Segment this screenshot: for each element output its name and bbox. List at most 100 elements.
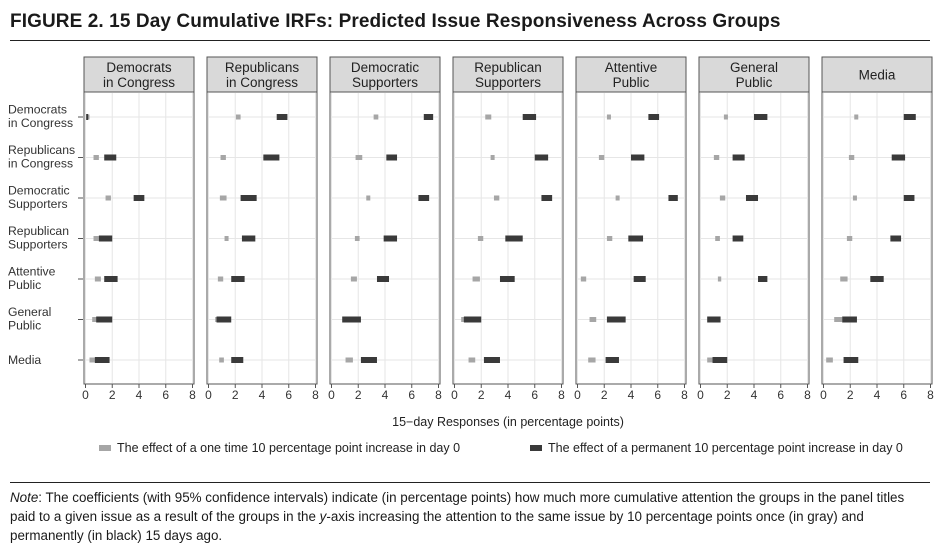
interval-s0-r3-p4 bbox=[606, 236, 613, 241]
x-tick-label-6-2: 2 bbox=[847, 388, 854, 402]
x-tick-label-2-8: 8 bbox=[435, 388, 442, 402]
interval-s1-r5-p2 bbox=[342, 316, 361, 323]
interval-s1-r0-p4 bbox=[648, 114, 660, 120]
row-label-0: Democrats in Congress bbox=[8, 103, 73, 131]
interval-s1-r2-p6 bbox=[903, 195, 915, 201]
x-tick-label-0-2: 2 bbox=[109, 388, 116, 402]
row-label-6: Media bbox=[8, 353, 41, 367]
panel-5 bbox=[698, 56, 810, 385]
interval-s1-r1-p6 bbox=[891, 154, 906, 161]
panel-header-0 bbox=[83, 56, 195, 93]
interval-s0-r2-p4 bbox=[615, 195, 620, 201]
interval-s0-r3-p3 bbox=[477, 236, 484, 241]
interval-s1-r6-p4 bbox=[605, 357, 619, 363]
x-tick-label-2-0: 0 bbox=[328, 388, 335, 402]
panel-title-1: Republicans in Congress bbox=[225, 60, 300, 90]
x-tick-label-3-6: 6 bbox=[531, 388, 538, 402]
note-label: Note bbox=[10, 490, 39, 505]
interval-s0-r2-p6 bbox=[852, 195, 857, 201]
x-tick-label-1-4: 4 bbox=[259, 388, 266, 402]
interval-s0-r4-p0 bbox=[94, 276, 101, 282]
interval-s0-r3-p1 bbox=[224, 236, 229, 241]
row-label-2: Democratic Supporters bbox=[8, 184, 70, 212]
interval-s0-r3-p5 bbox=[715, 236, 720, 241]
row-label-1: Republicans in Congress bbox=[8, 143, 75, 171]
panel-title-2: Democratic Supporters bbox=[351, 60, 420, 90]
x-tick-label-0-4: 4 bbox=[136, 388, 143, 402]
interval-s0-r6-p5 bbox=[707, 357, 714, 363]
x-tick-label-1-0: 0 bbox=[205, 388, 212, 402]
panel-header-1 bbox=[206, 56, 318, 93]
legend-swatch-0 bbox=[99, 445, 111, 451]
interval-s1-r6-p2 bbox=[360, 357, 377, 363]
row-label-5: General Public bbox=[8, 305, 51, 333]
interval-s1-r3-p1 bbox=[241, 235, 256, 242]
note-text-2: -axis increasing the attention to the sa… bbox=[10, 509, 864, 543]
row-label-3: Republican Supporters bbox=[8, 224, 69, 252]
panel-title-0: Democrats in Congress bbox=[103, 60, 175, 90]
x-tick-label-4-0: 0 bbox=[574, 388, 581, 402]
note-italic: y bbox=[319, 509, 327, 524]
interval-s0-r0-p3 bbox=[485, 114, 492, 120]
interval-s0-r0-p0 bbox=[87, 114, 90, 120]
interval-s1-r4-p0 bbox=[104, 276, 118, 282]
interval-s1-r2-p0 bbox=[133, 195, 145, 201]
x-tick-label-3-0: 0 bbox=[451, 388, 458, 402]
interval-s0-r5-p4 bbox=[589, 317, 597, 322]
interval-s0-r0-p4 bbox=[606, 114, 611, 120]
interval-s1-r0-p0 bbox=[86, 114, 89, 120]
interval-s1-r1-p5 bbox=[732, 154, 745, 161]
figure-title: FIGURE 2. 15 Day Cumulative IRFs: Predic… bbox=[10, 11, 781, 32]
interval-s0-r6-p4 bbox=[588, 357, 596, 363]
x-tick-label-4-8: 8 bbox=[681, 388, 688, 402]
interval-s0-r2-p0 bbox=[105, 195, 111, 201]
interval-s1-r3-p6 bbox=[890, 235, 902, 242]
x-tick-label-2-4: 4 bbox=[382, 388, 389, 402]
interval-s1-r4-p5 bbox=[758, 276, 768, 282]
x-tick-label-5-8: 8 bbox=[804, 388, 811, 402]
interval-s1-r0-p1 bbox=[276, 114, 288, 120]
interval-s0-r6-p6 bbox=[826, 357, 833, 363]
figure-note: Note: The coefficients (with 95% confide… bbox=[10, 482, 930, 545]
interval-s1-r0-p5 bbox=[754, 114, 768, 120]
interval-s1-r6-p3 bbox=[483, 357, 500, 363]
interval-s0-r3-p0 bbox=[93, 236, 99, 241]
interval-s0-r1-p5 bbox=[713, 155, 720, 160]
interval-s1-r6-p5 bbox=[712, 357, 728, 363]
interval-s1-r3-p3 bbox=[505, 235, 523, 242]
x-tick-label-5-2: 2 bbox=[724, 388, 731, 402]
interval-s1-r2-p5 bbox=[745, 195, 759, 201]
interval-s0-r3-p6 bbox=[846, 236, 853, 241]
interval-s0-r4-p1 bbox=[217, 276, 224, 282]
interval-s1-r2-p3 bbox=[541, 195, 553, 201]
panel-header-2 bbox=[329, 56, 441, 93]
interval-s1-r1-p3 bbox=[534, 154, 549, 161]
note-text: : The coefficients (with 95% confidence … bbox=[10, 490, 905, 524]
x-tick-label-2-6: 6 bbox=[408, 388, 415, 402]
interval-s0-r4-p3 bbox=[472, 276, 480, 282]
interval-s0-r2-p3 bbox=[493, 195, 500, 201]
title-rule bbox=[10, 40, 930, 41]
interval-s1-r4-p6 bbox=[870, 276, 884, 282]
x-tick-label-1-8: 8 bbox=[312, 388, 319, 402]
x-tick-label-0-8: 8 bbox=[189, 388, 196, 402]
x-tick-label-6-6: 6 bbox=[900, 388, 907, 402]
interval-s1-r4-p4 bbox=[633, 276, 646, 282]
interval-s0-r0-p5 bbox=[723, 114, 728, 120]
interval-s0-r1-p2 bbox=[355, 155, 363, 160]
interval-s0-r1-p3 bbox=[490, 155, 495, 160]
interval-s0-r5-p6 bbox=[834, 317, 843, 322]
interval-s0-r6-p1 bbox=[219, 357, 224, 363]
interval-s0-r4-p4 bbox=[580, 276, 587, 282]
interval-s1-r1-p2 bbox=[386, 154, 398, 161]
x-tick-label-6-8: 8 bbox=[927, 388, 934, 402]
interval-s0-r0-p2 bbox=[373, 114, 379, 120]
interval-s1-r5-p6 bbox=[842, 316, 857, 323]
interval-s1-r6-p6 bbox=[843, 357, 859, 363]
interval-s1-r5-p4 bbox=[606, 316, 626, 323]
interval-s1-r3-p4 bbox=[628, 235, 644, 242]
interval-s0-r2-p1 bbox=[219, 195, 227, 201]
panel-3 bbox=[452, 56, 564, 385]
interval-s0-r1-p6 bbox=[848, 155, 855, 160]
x-tick-label-1-2: 2 bbox=[232, 388, 239, 402]
